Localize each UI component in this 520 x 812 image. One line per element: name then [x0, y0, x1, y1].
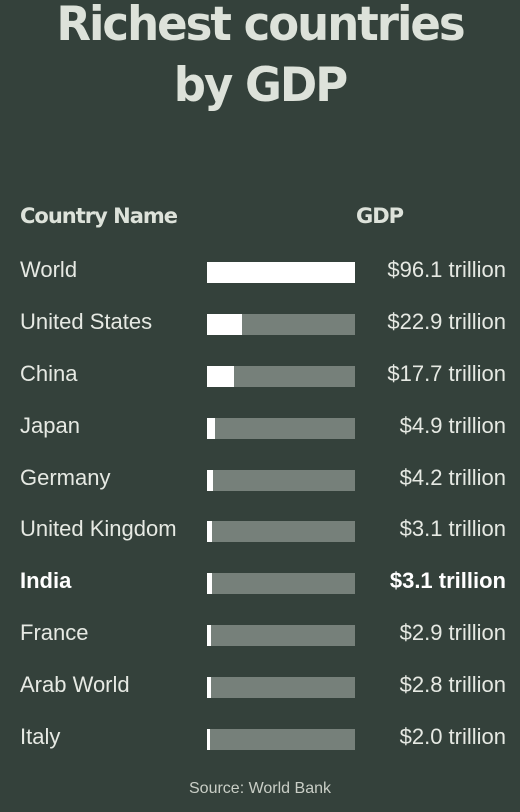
bar-track [207, 469, 355, 491]
category-label: Arab World [20, 672, 130, 698]
category-label: United States [20, 308, 153, 334]
chart-rows: World $96.1 trillion United States $22.9 tr… [0, 245, 520, 764]
value-label: $3.1 trillion [389, 568, 506, 594]
chart-row: India $3.1 trillion [0, 556, 520, 608]
chart-row: China $17.7 trillion [0, 349, 520, 401]
value-label: $4.9 trillion [399, 412, 506, 438]
bar [207, 365, 234, 387]
chart-row: Italy $2.0 trillion [0, 712, 520, 764]
chart-row: Arab World $2.8 trillion [0, 660, 520, 712]
chart-row: World $96.1 trillion [0, 245, 520, 297]
chart-row: Japan $4.9 trillion [0, 401, 520, 453]
category-label: Germany [20, 464, 111, 490]
chart-source: Source: World Bank [189, 780, 331, 797]
bar-track [207, 262, 355, 283]
bar [207, 262, 355, 283]
column-header-country: Country Name [20, 204, 178, 228]
category-label: China [20, 360, 78, 386]
value-label: $96.1 trillion [387, 257, 506, 282]
category-label: World [20, 257, 78, 282]
chart-row: Germany $4.2 trillion [0, 453, 520, 505]
chart-row: United States $22.9 trillion [0, 297, 520, 349]
column-header-gdp: GDP [356, 204, 404, 228]
chart-title-line-2: by GDP [173, 57, 348, 113]
bar-track [207, 521, 355, 543]
value-label: $2.8 trillion [399, 672, 506, 698]
bar-track [207, 677, 355, 699]
category-label: Italy [20, 724, 61, 750]
bar [207, 677, 211, 699]
bar-track [207, 313, 355, 335]
category-label: India [20, 568, 72, 594]
chart-row: France $2.9 trillion [0, 608, 520, 660]
bar [207, 625, 211, 647]
bar [207, 573, 212, 595]
chart-row: United Kingdom $3.1 trillion [0, 504, 520, 556]
category-label: United Kingdom [20, 516, 177, 542]
bar [207, 313, 242, 335]
chart-title: Richest countries by GDP [0, 0, 520, 116]
bar-track [207, 573, 355, 595]
value-label: $22.9 trillion [387, 308, 506, 334]
bar-track [207, 365, 355, 387]
chart-title-line-1: Richest countries [56, 0, 465, 52]
bar [207, 417, 215, 439]
category-label: Japan [20, 412, 80, 438]
value-label: $2.0 trillion [399, 724, 506, 750]
value-label: $2.9 trillion [399, 620, 506, 646]
bar [207, 729, 210, 751]
value-label: $4.2 trillion [399, 464, 506, 490]
category-label: France [20, 620, 89, 646]
bar-track [207, 417, 355, 439]
bar [207, 469, 213, 491]
bar-track [207, 625, 355, 647]
value-label: $17.7 trillion [387, 360, 506, 386]
bar-track [207, 729, 355, 751]
bar [207, 521, 212, 543]
value-label: $3.1 trillion [399, 516, 506, 542]
